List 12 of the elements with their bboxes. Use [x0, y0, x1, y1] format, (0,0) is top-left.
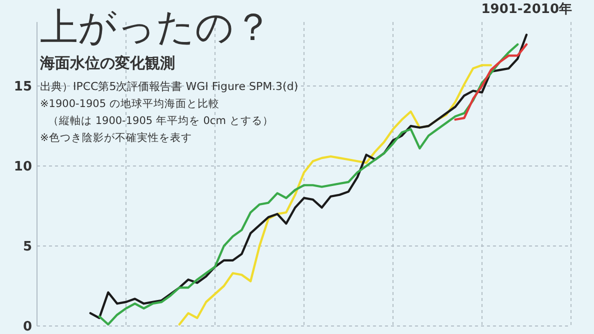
line-series	[454, 43, 528, 121]
text: 1901-2010年	[481, 2, 572, 17]
annotation: 出典）IPCC第5次評価報告書 WGI Figure SPM.3(d)	[40, 80, 298, 93]
y-tick-label: 15	[14, 80, 32, 95]
y-tick-label: 10	[14, 160, 32, 175]
annotation: （縦軸は 1900-1905 年平均を 0cm とする）	[48, 114, 274, 127]
y-tick-label: 5	[22, 240, 32, 255]
annotation: ※色つき陰影が不確実性を表す	[40, 131, 192, 144]
chart-title: 上がったの？	[40, 5, 272, 49]
text: 海面水位の変化観測	[39, 54, 175, 72]
y-tick-label: 0	[22, 320, 32, 334]
annotation: ※1900-1905 の地球平均海面と比較	[40, 97, 220, 110]
